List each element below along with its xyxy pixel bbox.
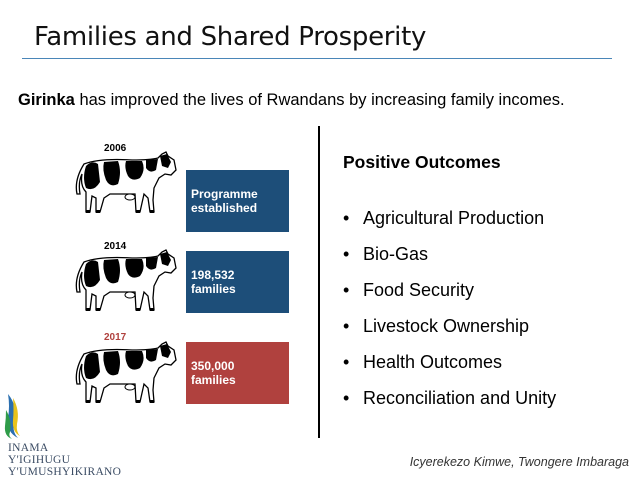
bullet: • xyxy=(343,352,350,372)
bullet: • xyxy=(343,280,350,300)
footer-tagline: Icyerekezo Kimwe, Twongere Imbaraga xyxy=(409,455,629,469)
year-label-2014: 2014 xyxy=(104,241,127,252)
intro-rest: has improved the lives of Rwandans by in… xyxy=(74,91,565,109)
stat-box-2014: 198,532 families xyxy=(186,251,289,313)
intro-text: Girinka has improved the lives of Rwanda… xyxy=(18,91,565,110)
bullet: • xyxy=(343,316,350,336)
stat-line-1: 198,532 xyxy=(191,268,235,282)
year-label-2006: 2006 xyxy=(104,143,127,154)
intro-program-name: Girinka xyxy=(18,91,75,109)
stat-line-2: families xyxy=(191,282,236,296)
outcome-label: Food Security xyxy=(363,280,475,300)
stat-line-2: established xyxy=(191,201,258,215)
cow-icon xyxy=(70,338,178,408)
logo-icon xyxy=(4,394,20,439)
list-item: • Reconciliation and Unity xyxy=(343,386,556,422)
outcome-label: Agricultural Production xyxy=(363,208,545,228)
list-item: • Health Outcomes xyxy=(343,350,556,386)
stat-box-2017: 350,000 families xyxy=(186,342,289,404)
outcomes-heading: Positive Outcomes xyxy=(343,152,501,172)
stat-line-1: Programme xyxy=(191,187,258,201)
outcome-label: Bio-Gas xyxy=(363,244,429,264)
bullet: • xyxy=(343,388,350,408)
cow-icon xyxy=(70,148,178,218)
outcome-label: Reconciliation and Unity xyxy=(363,388,557,408)
vertical-divider xyxy=(318,126,320,438)
outcomes-list: • Agricultural Production • Bio-Gas • Food … xyxy=(343,206,556,422)
organization-name: INAMA Y'IGIHUGU Y'UMUSHYIKIRANO xyxy=(8,442,121,478)
bullet: • xyxy=(343,208,350,228)
org-line-2: Y'IGIHUGU xyxy=(8,454,71,466)
list-item: • Bio-Gas xyxy=(343,242,556,278)
outcome-label: Livestock Ownership xyxy=(363,316,530,336)
bullet: • xyxy=(343,244,350,264)
cow-icon xyxy=(70,246,178,316)
list-item: • Livestock Ownership xyxy=(343,314,556,350)
list-item: • Agricultural Production xyxy=(343,206,556,242)
stat-line-2: families xyxy=(191,373,236,387)
year-label-2017: 2017 xyxy=(104,332,127,343)
org-line-3: Y'UMUSHYIKIRANO xyxy=(8,466,122,478)
title-underline xyxy=(22,58,612,59)
org-line-1: INAMA xyxy=(8,442,49,454)
slide-title: Families and Shared Prosperity xyxy=(34,22,427,52)
stat-box-2006: Programme established xyxy=(186,170,289,232)
list-item: • Food Security xyxy=(343,278,556,314)
outcome-label: Health Outcomes xyxy=(363,352,503,372)
stat-line-1: 350,000 xyxy=(191,359,235,373)
